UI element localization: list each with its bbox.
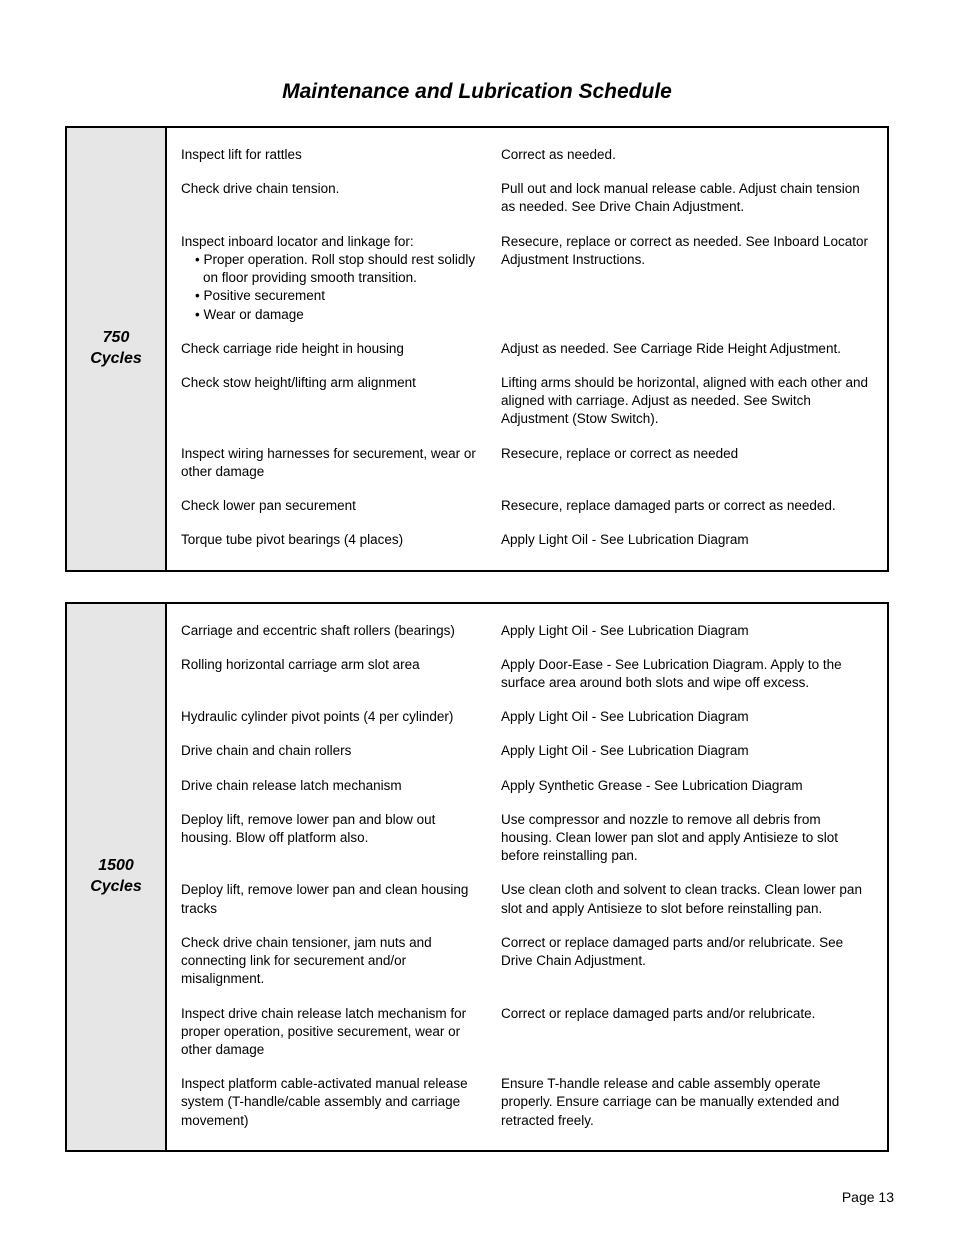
- action-cell: Use compressor and nozzle to remove all …: [501, 811, 873, 866]
- action-cell: Apply Light Oil - See Lubrication Diagra…: [501, 742, 873, 760]
- action-cell: Correct or replace damaged parts and/or …: [501, 1005, 873, 1060]
- task-cell: Drive chain and chain rollers: [181, 742, 501, 760]
- task-cell: Hydraulic cylinder pivot points (4 per c…: [181, 708, 501, 726]
- schedule-row: Deploy lift, remove lower pan and blow o…: [181, 811, 873, 866]
- task-cell: Inspect drive chain release latch mechan…: [181, 1005, 501, 1060]
- task-cell: Check drive chain tensioner, jam nuts an…: [181, 934, 501, 989]
- action-cell: Apply Light Oil - See Lubrication Diagra…: [501, 708, 873, 726]
- action-cell: Adjust as needed. See Carriage Ride Heig…: [501, 340, 873, 358]
- cycle-label: 1500Cycles: [67, 604, 167, 1150]
- cycle-label: 750Cycles: [67, 128, 167, 570]
- rows-container: Carriage and eccentric shaft rollers (be…: [167, 604, 887, 1150]
- schedule-row: Carriage and eccentric shaft rollers (be…: [181, 622, 873, 640]
- task-cell: Check drive chain tension.: [181, 180, 501, 216]
- task-cell: Carriage and eccentric shaft rollers (be…: [181, 622, 501, 640]
- schedule-row: Check drive chain tensioner, jam nuts an…: [181, 934, 873, 989]
- task-cell: Deploy lift, remove lower pan and blow o…: [181, 811, 501, 866]
- schedule-row: Rolling horizontal carriage arm slot are…: [181, 656, 873, 692]
- schedule-row: Drive chain and chain rollersApply Light…: [181, 742, 873, 760]
- task-cell: Inspect wiring harnesses for securement,…: [181, 445, 501, 481]
- action-cell: Resecure, replace or correct as needed: [501, 445, 873, 481]
- task-cell: Rolling horizontal carriage arm slot are…: [181, 656, 501, 692]
- action-cell: Resecure, replace or correct as needed. …: [501, 233, 873, 324]
- schedule-row: Inspect platform cable-activated manual …: [181, 1075, 873, 1130]
- schedule-row: Inspect drive chain release latch mechan…: [181, 1005, 873, 1060]
- task-cell: Inspect platform cable-activated manual …: [181, 1075, 501, 1130]
- schedule-row: Inspect lift for rattlesCorrect as neede…: [181, 146, 873, 164]
- schedule-row: Drive chain release latch mechanismApply…: [181, 777, 873, 795]
- schedule-row: Check lower pan securementResecure, repl…: [181, 497, 873, 515]
- page-number: Page 13: [842, 1189, 894, 1205]
- action-cell: Correct or replace damaged parts and/or …: [501, 934, 873, 989]
- task-cell: Torque tube pivot bearings (4 places): [181, 531, 501, 549]
- task-cell: Check lower pan securement: [181, 497, 501, 515]
- action-cell: Ensure T-handle release and cable assemb…: [501, 1075, 873, 1130]
- rows-container: Inspect lift for rattlesCorrect as neede…: [167, 128, 887, 570]
- action-cell: Apply Door-Ease - See Lubrication Diagra…: [501, 656, 873, 692]
- action-cell: Apply Light Oil - See Lubrication Diagra…: [501, 531, 873, 549]
- action-cell: Use clean cloth and solvent to clean tra…: [501, 881, 873, 917]
- schedule-row: Hydraulic cylinder pivot points (4 per c…: [181, 708, 873, 726]
- schedule-row: Check drive chain tension.Pull out and l…: [181, 180, 873, 216]
- action-cell: Apply Synthetic Grease - See Lubrication…: [501, 777, 873, 795]
- schedule-row: Check carriage ride height in housingAdj…: [181, 340, 873, 358]
- task-cell: Check stow height/lifting arm alignment: [181, 374, 501, 429]
- task-cell: Deploy lift, remove lower pan and clean …: [181, 881, 501, 917]
- task-cell: Check carriage ride height in housing: [181, 340, 501, 358]
- action-cell: Resecure, replace damaged parts or corre…: [501, 497, 873, 515]
- schedule-table: 1500Cycles Carriage and eccentric shaft r…: [65, 602, 889, 1152]
- schedule-row: Deploy lift, remove lower pan and clean …: [181, 881, 873, 917]
- action-cell: Pull out and lock manual release cable. …: [501, 180, 873, 216]
- action-cell: Correct as needed.: [501, 146, 873, 164]
- schedule-row: Check stow height/lifting arm alignmentL…: [181, 374, 873, 429]
- schedule-row: Inspect wiring harnesses for securement,…: [181, 445, 873, 481]
- schedule-table: 750Cycles Inspect lift for rattlesCorrect…: [65, 126, 889, 572]
- task-cell: Inspect lift for rattles: [181, 146, 501, 164]
- document-page: Maintenance and Lubrication Schedule 750…: [0, 0, 954, 1235]
- schedule-row: Inspect inboard locator and linkage for:…: [181, 233, 873, 324]
- action-cell: Apply Light Oil - See Lubrication Diagra…: [501, 622, 873, 640]
- task-cell: Drive chain release latch mechanism: [181, 777, 501, 795]
- task-cell: Inspect inboard locator and linkage for:…: [181, 233, 501, 324]
- action-cell: Lifting arms should be horizontal, align…: [501, 374, 873, 429]
- schedule-row: Torque tube pivot bearings (4 places)App…: [181, 531, 873, 549]
- page-title: Maintenance and Lubrication Schedule: [60, 80, 894, 104]
- tables-container: 750CyclesInspect lift for rattlesCorrect…: [60, 126, 894, 1152]
